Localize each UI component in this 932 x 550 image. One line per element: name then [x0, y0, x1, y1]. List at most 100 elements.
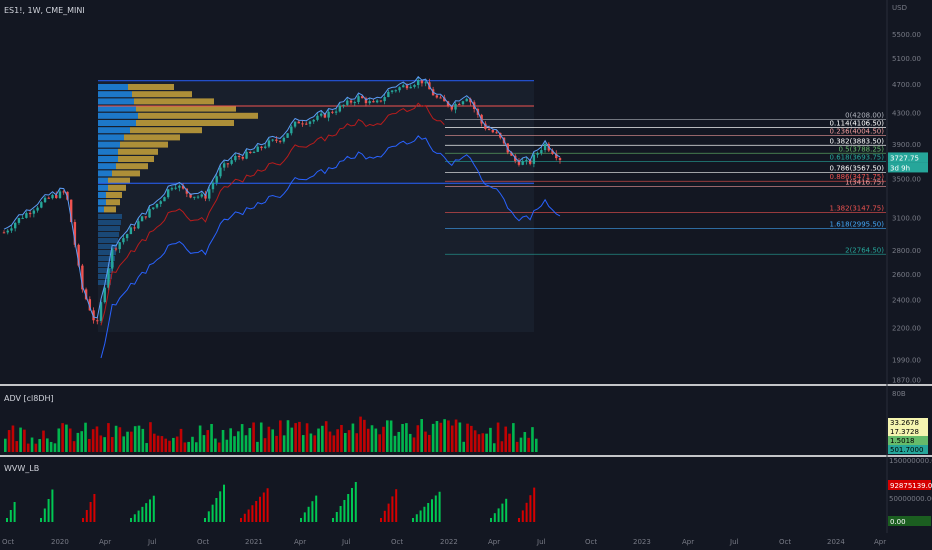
volume-profile-bar — [138, 112, 258, 119]
time-tick-label: 2024 — [827, 538, 845, 546]
wvw-bar — [438, 491, 441, 522]
adv-bar — [164, 438, 168, 452]
wvw-bar — [412, 518, 414, 522]
wvw-bar — [529, 495, 532, 522]
wvw-bar — [82, 518, 84, 522]
adv-bar — [531, 427, 534, 452]
candle-body — [420, 79, 424, 84]
price-tick-label: 4300.00 — [892, 110, 921, 118]
volume-profile-bar — [98, 134, 124, 141]
candle-body — [398, 87, 401, 91]
adv-bar — [523, 432, 527, 452]
candle-body — [36, 207, 39, 211]
adv-bar — [107, 423, 110, 452]
wvw-bar — [51, 489, 54, 522]
adv-bar — [428, 434, 431, 452]
volume-profile-bar — [124, 134, 180, 141]
price-tick-label: 1990.00 — [892, 357, 921, 365]
adv-bar — [351, 423, 355, 452]
wvw-bar — [145, 503, 148, 522]
adv-bar — [309, 433, 313, 452]
candle-body — [293, 121, 297, 127]
adv-bar — [110, 437, 114, 452]
adv-bar — [84, 422, 87, 452]
wvw-bar — [501, 503, 504, 522]
adv-bar — [237, 431, 240, 452]
volume-profile-bar — [98, 141, 120, 148]
symbol-header: ES1!, 1W, CME_MINI — [4, 6, 85, 15]
fib-level-label: 0.618(3693.75) — [830, 153, 885, 161]
adv-bar — [191, 436, 194, 452]
candle-body — [417, 79, 420, 86]
adv-value-tag-text: 17.3728 — [890, 428, 919, 436]
candle-body — [252, 151, 256, 154]
adv-bar — [481, 433, 485, 452]
candle-body — [271, 139, 274, 141]
adv-bar — [397, 431, 401, 452]
candle-body — [443, 97, 446, 102]
wvw-bar — [434, 495, 437, 522]
adv-bar — [359, 416, 362, 452]
candle-body — [245, 151, 248, 159]
time-tick-label: 2022 — [440, 538, 458, 546]
adv-bar — [259, 422, 263, 452]
candle-body — [413, 85, 416, 87]
adv-bar — [332, 435, 336, 452]
adv-bar — [88, 438, 91, 452]
price-tick-label: 2800.00 — [892, 247, 921, 255]
adv-bar — [450, 425, 454, 452]
volume-profile-bar — [136, 105, 236, 112]
candle-body — [107, 268, 110, 288]
price-tick-label: 2600.00 — [892, 271, 921, 279]
adv-bar — [504, 426, 508, 452]
time-tick-label: Apr — [874, 538, 886, 546]
candle-body — [222, 163, 226, 168]
adv-bar — [470, 425, 473, 452]
adv-bar — [382, 426, 385, 452]
adv-bar — [435, 421, 439, 452]
wvw-bar — [343, 500, 346, 522]
time-tick-label: Oct — [779, 538, 791, 546]
adv-bar — [534, 438, 538, 452]
wvw-bar — [133, 514, 136, 522]
wvw-value-tag — [888, 480, 931, 490]
volume-profile-bar — [108, 184, 126, 191]
wvw-bar — [415, 514, 418, 522]
candle-body — [558, 158, 562, 161]
candle-body — [178, 185, 181, 188]
time-tick-label: Jul — [147, 538, 157, 546]
adv-bar — [473, 430, 477, 452]
candle-body — [297, 121, 300, 124]
wvw-bar — [303, 512, 306, 522]
wvw-bar — [6, 518, 8, 522]
adv-bar — [118, 427, 122, 452]
volume-profile-bar — [98, 232, 119, 237]
candle-body — [256, 146, 259, 152]
candle-body — [226, 163, 230, 165]
adv-bar — [30, 437, 34, 452]
fib-level-label: 0.786(3567.50) — [830, 165, 885, 173]
wvw-bar — [149, 499, 151, 522]
volume-profile-bar — [106, 192, 122, 198]
adv-bar — [149, 422, 152, 452]
candle-body — [282, 137, 286, 142]
wvw-bar — [351, 488, 353, 522]
time-tick-label: Apr — [488, 538, 500, 546]
adv-bar — [477, 434, 481, 452]
candle-body — [383, 97, 386, 102]
candle-body — [174, 187, 177, 189]
wvw-bar — [266, 488, 269, 522]
candle-body — [144, 216, 147, 218]
candle-body — [84, 289, 88, 300]
adv-bar — [195, 442, 198, 452]
volume-profile-bar — [98, 84, 128, 90]
adv-bar — [130, 431, 133, 452]
adv-bar — [527, 437, 530, 452]
adv-bar — [145, 443, 148, 452]
candle-body — [118, 242, 121, 250]
adv-bar — [412, 437, 416, 452]
candle-body — [208, 189, 211, 199]
wvw-bar — [347, 494, 350, 522]
price-tick-label: 5100.00 — [892, 55, 921, 63]
